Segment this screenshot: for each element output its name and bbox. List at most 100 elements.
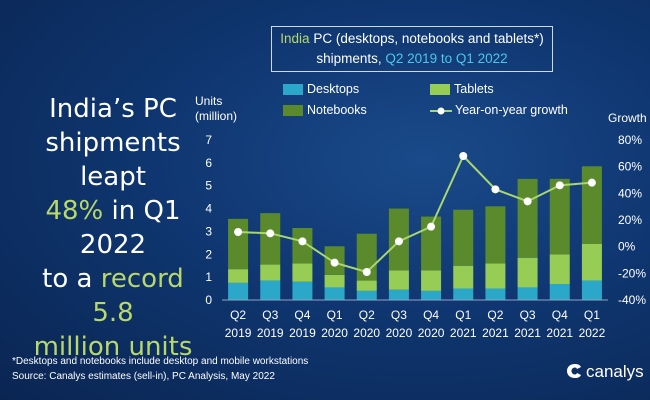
bar-tablets (388, 270, 409, 290)
growth-point (491, 185, 500, 194)
x-tick-label-year: 2019 (257, 326, 284, 340)
headline-line-3: 48% in Q1 2022 (28, 194, 198, 262)
legend-item-tablets: Tablets (430, 81, 494, 97)
x-tick-label-quarter: Q3 (520, 308, 536, 322)
bar-notebooks (228, 218, 249, 270)
headline-line-4-prefix: to a (42, 264, 101, 294)
x-tick-label-quarter: Q4 (552, 308, 568, 322)
x-tick-label-year: 2022 (579, 326, 606, 340)
headline-line-1: India’s PC (49, 94, 177, 124)
growth-point (523, 197, 532, 206)
bar-desktops (356, 290, 377, 300)
bar-desktops (581, 280, 602, 300)
bar-notebooks (260, 213, 281, 265)
y-axis-title: Units (million) (195, 94, 237, 124)
y-tick-label: 3 (205, 224, 212, 238)
brand-name: canalys (586, 362, 644, 381)
chart-title-line-2-prefix: shipments, (316, 51, 386, 66)
bar-tablets (324, 274, 345, 288)
x-tick-label-year: 2021 (546, 326, 573, 340)
bar-tablets (292, 263, 313, 282)
bar-tablets (453, 265, 474, 289)
headline: India’s PC shipments leapt 48% in Q1 202… (28, 92, 198, 364)
bar-tablets (421, 270, 442, 291)
bar-desktops (453, 288, 474, 300)
growth-point (394, 237, 403, 246)
y2-tick-label: -20% (618, 266, 646, 280)
y-tick-label: 1 (205, 270, 212, 284)
x-tick-label-year: 2019 (289, 326, 316, 340)
y-tick-label: 6 (205, 156, 212, 170)
bar-tablets (260, 264, 281, 281)
y2-axis-title: Growth (608, 111, 647, 125)
growth-point (587, 178, 596, 187)
x-tick-label-quarter: Q3 (391, 308, 407, 322)
y-axis-title-line-1: Units (195, 94, 223, 108)
legend-swatch-notebooks (283, 105, 303, 117)
growth-point (266, 229, 275, 238)
bar-desktops (517, 287, 538, 300)
bar-desktops (485, 288, 506, 300)
bar-notebooks (549, 178, 570, 255)
bar-desktops (549, 284, 570, 300)
chart-title-line-1: India PC (desktops, notebooks and tablet… (272, 29, 552, 49)
y2-tick-label: 80% (618, 133, 642, 147)
bar-desktops (324, 287, 345, 300)
growth-point (459, 152, 468, 160)
bar-tablets (517, 257, 538, 288)
headline-line-2: shipments leapt (45, 128, 181, 192)
chart-title-period: Q2 2019 to Q1 2022 (385, 51, 508, 66)
legend-swatch-desktops (283, 84, 303, 96)
bar-tablets (549, 254, 570, 284)
y-axis-title-line-2: (million) (195, 109, 237, 123)
headline-line-3-rest: in Q1 2022 (79, 196, 181, 260)
x-tick-label-year: 2019 (225, 326, 252, 340)
legend-item-notebooks: Notebooks (283, 102, 367, 118)
x-tick-label-year: 2020 (386, 326, 413, 340)
chart-title: India PC (desktops, notebooks and tablet… (271, 26, 553, 72)
legend-label-desktops: Desktops (307, 82, 360, 96)
bar-notebooks (292, 228, 313, 264)
legend-swatch-growth (430, 107, 452, 115)
y-tick-label: 7 (205, 133, 212, 147)
footnote-source: Source: Canalys estimates (sell-in), PC … (12, 371, 275, 382)
headline-line-5: million units (33, 332, 193, 362)
bar-desktops (421, 290, 442, 300)
y2-tick-label: -40% (618, 293, 646, 307)
bar-notebooks (581, 166, 602, 244)
legend-swatch-tablets (430, 84, 450, 96)
y-tick-label: 5 (205, 179, 212, 193)
bar-desktops (292, 281, 313, 300)
y-tick-label: 2 (205, 247, 212, 261)
x-tick-label-year: 2021 (514, 326, 541, 340)
bar-notebooks (485, 206, 506, 264)
bar-tablets (356, 280, 377, 291)
growth-point (298, 237, 307, 246)
bar-desktops (228, 282, 249, 300)
x-tick-label-quarter: Q2 (487, 308, 503, 322)
bar-tablets (581, 244, 602, 281)
bar-tablets (485, 263, 506, 289)
legend-label-notebooks: Notebooks (307, 103, 367, 117)
y2-tick-label: 60% (618, 160, 642, 174)
chart-title-line-2: shipments, Q2 2019 to Q1 2022 (272, 49, 552, 69)
bar-desktops (388, 289, 409, 300)
growth-point (234, 228, 243, 236)
legend-item-desktops: Desktops (283, 81, 359, 97)
chart-title-line-1-rest: PC (desktops, notebooks and tablets*) (309, 31, 544, 46)
x-tick-label-quarter: Q3 (262, 308, 278, 322)
x-tick-label-year: 2021 (450, 326, 477, 340)
legend-item-growth: Year-on-year growth (430, 102, 568, 118)
growth-line (238, 154, 592, 274)
legend-label-growth: Year-on-year growth (455, 103, 568, 117)
x-tick-label-quarter: Q4 (423, 308, 439, 322)
headline-record-highlight: record 5.8 (92, 264, 184, 328)
x-tick-label-year: 2020 (321, 326, 348, 340)
growth-point (330, 258, 339, 267)
bar-notebooks (453, 209, 474, 266)
x-tick-label-quarter: Q1 (584, 308, 600, 322)
y-tick-label: 0 (205, 293, 212, 307)
growth-point (427, 222, 436, 231)
bar-desktops (260, 280, 281, 300)
